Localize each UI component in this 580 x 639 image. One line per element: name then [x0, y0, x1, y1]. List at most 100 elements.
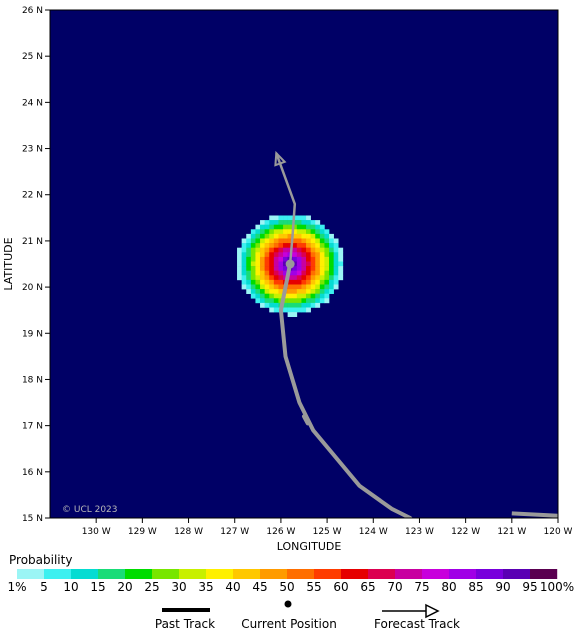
- probability-cell: [296, 238, 302, 244]
- probability-cell: [319, 247, 325, 253]
- probability-cell: [315, 220, 321, 225]
- color-bar-segment: [503, 569, 531, 579]
- probability-cell: [264, 224, 270, 230]
- probability-label: 1%: [7, 580, 26, 594]
- probability-cell: [315, 224, 321, 230]
- probability-cell: [287, 279, 293, 285]
- probability-label: 45: [252, 580, 267, 594]
- probability-cell: [255, 243, 261, 248]
- probability-cell: [292, 238, 298, 244]
- probability-cell: [301, 224, 307, 230]
- probability-cell: [250, 275, 256, 281]
- probability-cell: [306, 293, 311, 299]
- probability-cell: [250, 289, 256, 294]
- probability-cell: [292, 312, 298, 317]
- past-track-line: [278, 262, 413, 518]
- probability-cell: [301, 229, 307, 235]
- probability-cell: [250, 266, 256, 271]
- probability-cell: [329, 270, 334, 276]
- probability-cell: [273, 215, 279, 221]
- probability-cell: [292, 279, 298, 285]
- probability-cell: [329, 243, 334, 248]
- probability-cell: [264, 302, 270, 308]
- forecast-track-label: Forecast Track: [374, 617, 460, 631]
- y-tick-label: 18 N: [22, 375, 43, 385]
- probability-cell: [319, 238, 325, 244]
- probability-cell: [306, 298, 311, 304]
- probability-cell: [292, 233, 298, 239]
- probability-cell: [269, 243, 275, 248]
- probability-label: 15: [90, 580, 105, 594]
- probability-cell: [315, 261, 321, 267]
- probability-cell: [301, 293, 307, 299]
- probability-cell: [306, 289, 311, 294]
- probability-cell: [292, 266, 298, 271]
- probability-cell: [296, 289, 302, 294]
- probability-label: 65: [360, 580, 375, 594]
- probability-cell: [319, 270, 325, 276]
- probability-cell: [246, 247, 252, 253]
- probability-cell: [283, 229, 288, 235]
- probability-cell: [301, 279, 307, 285]
- x-axis-title: LONGITUDE: [277, 540, 342, 553]
- probability-cell: [237, 275, 242, 281]
- probability-cell: [292, 229, 298, 235]
- probability-cell: [301, 302, 307, 308]
- probability-cell: [324, 256, 330, 262]
- probability-cell: [329, 261, 334, 267]
- probability-cell: [283, 252, 288, 258]
- probability-cell: [264, 279, 270, 285]
- probability-cell: [250, 238, 256, 244]
- probability-cell: [278, 229, 284, 235]
- probability-cell: [283, 256, 288, 262]
- probability-label: 10: [63, 580, 78, 594]
- probability-cell: [333, 243, 339, 248]
- probability-cell: [315, 256, 321, 262]
- probability-cell: [269, 215, 275, 221]
- probability-cell: [333, 256, 339, 262]
- probability-cell: [264, 233, 270, 239]
- probability-label: 60: [333, 580, 348, 594]
- probability-label: 20: [117, 580, 132, 594]
- probability-cell: [278, 247, 284, 253]
- color-bar-segment: [71, 569, 99, 579]
- probability-cell: [287, 302, 293, 308]
- probability-cell: [278, 270, 284, 276]
- probability-cell: [241, 266, 247, 271]
- probability-cell: [260, 270, 265, 276]
- color-bar-segment: [395, 569, 423, 579]
- probability-cell: [324, 247, 330, 253]
- probability-cell: [255, 233, 261, 239]
- probability-cell: [264, 252, 270, 258]
- probability-cell: [333, 252, 339, 258]
- probability-cell: [301, 275, 307, 281]
- probability-cell: [250, 279, 256, 285]
- probability-cell: [255, 238, 261, 244]
- probability-cell: [310, 238, 316, 244]
- probability-cell: [278, 275, 284, 281]
- probability-cell: [237, 261, 242, 267]
- probability-cell: [260, 266, 265, 271]
- probability-cell: [301, 270, 307, 276]
- probability-cell: [241, 275, 247, 281]
- probability-cell: [264, 270, 270, 276]
- probability-cell: [278, 215, 284, 221]
- probability-cell: [260, 238, 265, 244]
- probability-cell: [306, 279, 311, 285]
- probability-cell: [310, 266, 316, 271]
- probability-cell: [283, 224, 288, 230]
- probability-cell: [273, 298, 279, 304]
- probability-cell: [246, 261, 252, 267]
- probability-cell: [287, 243, 293, 248]
- probability-cell: [264, 289, 270, 294]
- probability-cell: [246, 275, 252, 281]
- y-tick-label: 22 N: [22, 191, 43, 201]
- color-bar-segment: [368, 569, 396, 579]
- probability-cell: [278, 256, 284, 262]
- probability-cell: [273, 229, 279, 235]
- probability-cell: [287, 224, 293, 230]
- probability-cell: [324, 289, 330, 294]
- probability-cell: [319, 243, 325, 248]
- probability-cell: [287, 220, 293, 225]
